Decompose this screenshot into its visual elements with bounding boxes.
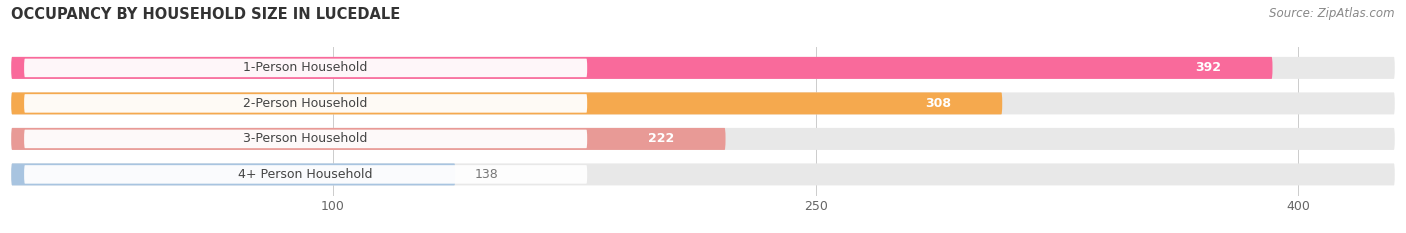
Text: 138: 138 (475, 168, 498, 181)
FancyBboxPatch shape (11, 93, 1002, 114)
FancyBboxPatch shape (11, 93, 1395, 114)
FancyBboxPatch shape (11, 57, 1395, 79)
Text: 3-Person Household: 3-Person Household (243, 132, 368, 145)
Text: 392: 392 (1195, 62, 1222, 74)
Text: 4+ Person Household: 4+ Person Household (239, 168, 373, 181)
FancyBboxPatch shape (11, 128, 1395, 150)
FancyBboxPatch shape (11, 128, 725, 150)
Text: 222: 222 (648, 132, 675, 145)
Text: Source: ZipAtlas.com: Source: ZipAtlas.com (1270, 7, 1395, 20)
Text: 308: 308 (925, 97, 950, 110)
Text: OCCUPANCY BY HOUSEHOLD SIZE IN LUCEDALE: OCCUPANCY BY HOUSEHOLD SIZE IN LUCEDALE (11, 7, 401, 22)
Text: 2-Person Household: 2-Person Household (243, 97, 368, 110)
FancyBboxPatch shape (24, 165, 588, 184)
FancyBboxPatch shape (24, 59, 588, 77)
FancyBboxPatch shape (11, 163, 1395, 185)
Text: 1-Person Household: 1-Person Household (243, 62, 368, 74)
FancyBboxPatch shape (880, 96, 995, 111)
FancyBboxPatch shape (1150, 60, 1265, 76)
FancyBboxPatch shape (24, 130, 588, 148)
FancyBboxPatch shape (603, 131, 718, 147)
FancyBboxPatch shape (11, 57, 1272, 79)
FancyBboxPatch shape (24, 94, 588, 113)
FancyBboxPatch shape (11, 163, 456, 185)
